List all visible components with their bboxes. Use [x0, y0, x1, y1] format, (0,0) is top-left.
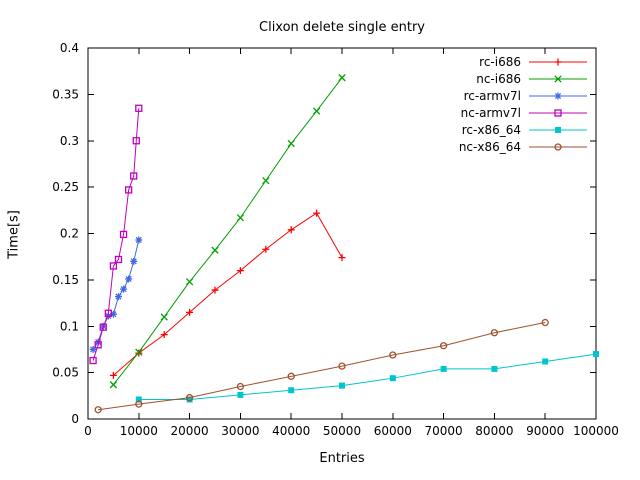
marker-plus: [262, 245, 270, 253]
marker-square-filled: [135, 396, 142, 403]
legend-label: nc-armv7l: [461, 106, 521, 120]
x-tick-label: 40000: [272, 424, 310, 438]
x-tick-label: 10000: [120, 424, 158, 438]
series-line-nc-i686: [113, 77, 343, 385]
marker-circle-open: [554, 143, 562, 151]
marker-square-filled: [542, 358, 549, 365]
x-axis-label: Entries: [319, 451, 365, 466]
marker-square-open: [99, 323, 107, 331]
series-line-rc-x86_64: [138, 353, 597, 401]
marker-cross: [236, 214, 245, 222]
marker-asterisk: [135, 236, 142, 244]
marker-cross: [160, 313, 168, 321]
marker-circle-open: [338, 362, 346, 370]
series-line-nc-armv7l: [92, 108, 140, 361]
marker-square-filled: [389, 375, 396, 382]
marker-cross: [287, 139, 295, 148]
marker-square-open: [94, 341, 102, 349]
marker-circle-open: [135, 400, 143, 408]
legend-label: rc-i686: [479, 55, 521, 69]
legend-label: rc-x86_64: [462, 123, 521, 137]
marker-square-filled: [555, 127, 561, 133]
marker-cross: [109, 381, 118, 389]
marker-square-open: [124, 186, 133, 194]
series-line-rc-armv7l: [92, 239, 140, 350]
marker-cross: [211, 246, 219, 254]
series-line-rc-i686: [113, 212, 343, 376]
y-tick-label: 0.25: [52, 180, 79, 194]
marker-asterisk: [130, 258, 137, 265]
marker-asterisk: [120, 286, 127, 293]
marker-plus: [186, 308, 194, 316]
marker-square-filled: [288, 387, 295, 394]
marker-plus: [160, 331, 168, 339]
marker-square-filled: [593, 351, 599, 358]
marker-circle-open: [185, 394, 194, 402]
y-tick-label: 0.05: [52, 366, 79, 380]
marker-cross: [338, 74, 346, 82]
marker-asterisk: [115, 293, 122, 300]
marker-cross: [135, 348, 143, 356]
x-tick-label: 60000: [374, 424, 412, 438]
marker-asterisk: [125, 275, 132, 283]
marker-square-open: [109, 262, 118, 270]
x-tick-label: 0: [84, 424, 92, 438]
marker-square-filled: [339, 382, 345, 389]
x-tick-label: 90000: [526, 424, 564, 438]
marker-square-open: [132, 137, 140, 145]
y-tick-label: 0.4: [60, 41, 79, 55]
x-tick-label: 30000: [221, 424, 259, 438]
marker-square-open: [89, 356, 97, 365]
marker-plus: [109, 371, 117, 379]
y-tick-label: 0.35: [52, 87, 79, 101]
marker-cross: [185, 278, 194, 286]
marker-square-filled: [440, 365, 447, 372]
x-tick-label: 80000: [475, 424, 513, 438]
x-tick-label: 20000: [171, 424, 209, 438]
marker-cross: [554, 75, 562, 83]
legend-label: nc-i686: [476, 72, 521, 86]
marker-asterisk: [554, 92, 562, 100]
marker-plus: [554, 58, 562, 66]
marker-plus: [135, 349, 143, 357]
marker-square-filled: [186, 396, 193, 403]
marker-plus: [338, 254, 346, 262]
marker-square-open: [119, 230, 128, 239]
y-tick-label: 0.2: [60, 227, 79, 241]
legend-label: nc-x86_64: [459, 140, 521, 154]
x-tick-label: 50000: [323, 424, 361, 438]
y-tick-label: 0: [71, 412, 79, 426]
y-tick-label: 0.3: [60, 134, 79, 148]
y-axis-label: Time[s]: [6, 210, 22, 259]
marker-plus: [287, 226, 295, 234]
marker-circle-open: [389, 351, 397, 359]
marker-plus: [313, 209, 321, 217]
marker-cross: [262, 176, 270, 185]
marker-circle-open: [439, 342, 448, 350]
x-tick-label: 100000: [573, 424, 619, 438]
marker-circle-open: [236, 382, 245, 391]
y-tick-label: 0.15: [52, 273, 79, 287]
marker-square-filled: [237, 391, 244, 398]
series-line-nc-x86_64: [98, 322, 546, 411]
x-tick-label: 70000: [425, 424, 463, 438]
chart-title: Clixon delete single entry: [259, 20, 425, 35]
marker-square-open: [114, 255, 123, 264]
marker-square-filled: [491, 365, 498, 372]
marker-square-open: [130, 172, 138, 180]
legend-label: rc-armv7l: [464, 89, 521, 103]
marker-circle-open: [94, 406, 102, 414]
marker-square-open: [135, 104, 143, 112]
marker-square-open: [104, 309, 112, 317]
marker-cross: [312, 107, 321, 115]
marker-square-open: [554, 109, 562, 117]
marker-circle-open: [287, 372, 295, 380]
y-tick-label: 0.1: [60, 319, 79, 333]
marker-plus: [211, 286, 219, 294]
marker-circle-open: [541, 318, 549, 327]
marker-plus: [236, 267, 244, 275]
marker-circle-open: [490, 329, 499, 337]
